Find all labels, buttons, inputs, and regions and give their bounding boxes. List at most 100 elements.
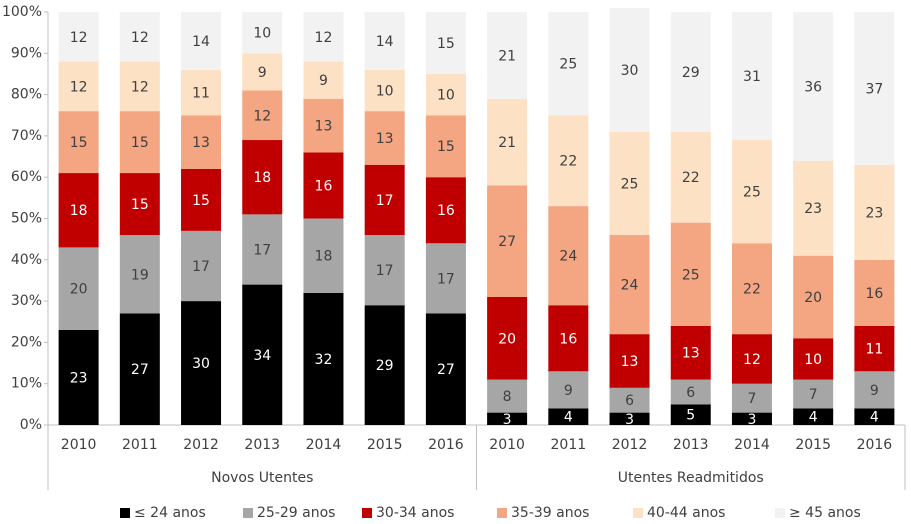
data-label: 12	[315, 30, 333, 46]
data-label: 13	[682, 346, 700, 362]
data-label: 24	[559, 249, 577, 265]
bar-segment	[425, 12, 466, 74]
bar-segment	[303, 292, 344, 425]
data-label: 20	[498, 331, 516, 347]
x-tick-label: 2015	[795, 437, 831, 453]
data-label: 21	[498, 135, 516, 151]
data-label: 12	[743, 352, 761, 368]
data-label: 10	[376, 83, 394, 99]
bar-segment	[364, 164, 405, 236]
data-label: 24	[621, 278, 639, 294]
data-label: 13	[192, 135, 210, 151]
bar-segment	[58, 247, 99, 331]
data-label: 31	[743, 69, 761, 85]
bar-segment	[731, 383, 772, 413]
bar-segment	[242, 284, 283, 425]
bar-segment	[119, 173, 160, 236]
data-label: 3	[503, 412, 512, 428]
bar-segment	[854, 164, 895, 260]
x-tick-label: 2010	[489, 437, 525, 453]
bar-segment	[242, 53, 283, 91]
bar-segment	[364, 111, 405, 165]
bar-segment	[364, 69, 405, 112]
group-label: Novos Utentes	[211, 470, 313, 486]
data-label: 25	[559, 57, 577, 73]
data-label: 17	[376, 193, 394, 209]
bar-segment	[58, 111, 99, 174]
bar-segment	[303, 218, 344, 293]
y-tick-label: 70%	[11, 128, 42, 144]
data-label: 23	[70, 371, 88, 387]
data-label: 12	[70, 30, 88, 46]
data-label: 18	[253, 170, 271, 186]
data-label: 23	[804, 201, 822, 217]
x-tick-label: 2016	[857, 437, 893, 453]
bar-segment	[670, 131, 711, 223]
bar-segment	[793, 160, 834, 256]
bar-segment	[425, 115, 466, 178]
bar-segment	[609, 412, 650, 425]
data-label: 22	[682, 170, 700, 186]
bar-segment	[58, 173, 99, 248]
data-label: 4	[809, 410, 818, 426]
bar-segment	[609, 7, 650, 132]
data-label: 10	[437, 88, 455, 104]
bar-segment	[609, 131, 650, 236]
bar-segment	[731, 412, 772, 425]
data-label: 15	[192, 193, 210, 209]
data-label: 14	[192, 34, 210, 50]
bar-segment	[58, 61, 99, 112]
bar-segment	[303, 12, 344, 62]
data-label: 4	[870, 410, 879, 426]
legend-label: 30-34 anos	[376, 505, 454, 521]
data-label: 4	[564, 410, 573, 426]
bar-segment	[242, 140, 283, 215]
bar-segment	[548, 115, 589, 207]
data-label: 20	[70, 282, 88, 298]
data-label: 16	[315, 178, 333, 194]
bar-segment	[119, 61, 160, 112]
bar-segment	[487, 412, 528, 425]
legend-swatch	[362, 508, 372, 518]
bar-segment	[487, 12, 528, 99]
x-tick-label: 2010	[61, 437, 97, 453]
legend-label: 25-29 anos	[257, 505, 335, 521]
bar-segment	[670, 325, 711, 380]
data-label: 6	[625, 393, 634, 409]
bar-segment	[425, 313, 466, 425]
legend-swatch	[633, 508, 643, 518]
data-label: 12	[70, 79, 88, 95]
bar-segment	[425, 73, 466, 116]
y-tick-label: 90%	[11, 45, 42, 61]
bar-segment	[854, 371, 895, 409]
data-label: 15	[70, 135, 88, 151]
bar-segment	[119, 313, 160, 425]
data-label: 11	[192, 86, 210, 102]
legend-label: 35-39 anos	[511, 505, 589, 521]
bar-segment	[548, 305, 589, 372]
data-label: 32	[315, 352, 333, 368]
data-label: 11	[865, 342, 883, 358]
bar-segment	[425, 243, 466, 314]
bar-segment	[364, 12, 405, 70]
data-label: 16	[865, 286, 883, 302]
data-label: 30	[192, 356, 210, 372]
y-tick-label: 40%	[11, 252, 42, 268]
y-tick-label: 20%	[11, 334, 42, 350]
bar-segment	[242, 12, 283, 54]
bar-segment	[793, 12, 834, 161]
bar-segment	[119, 235, 160, 314]
bar-segment	[181, 168, 222, 231]
data-label: 12	[253, 108, 271, 124]
bar-segment	[793, 338, 834, 380]
data-label: 22	[559, 154, 577, 170]
bar-segment	[303, 152, 344, 219]
bar-segment	[854, 408, 895, 425]
bar-segment	[548, 12, 589, 116]
data-label: 25	[743, 185, 761, 201]
data-label: 7	[809, 387, 818, 403]
data-label: 15	[131, 135, 149, 151]
bar-segment	[670, 222, 711, 326]
data-label: 13	[621, 354, 639, 370]
legend-label: 40-44 anos	[647, 505, 725, 521]
